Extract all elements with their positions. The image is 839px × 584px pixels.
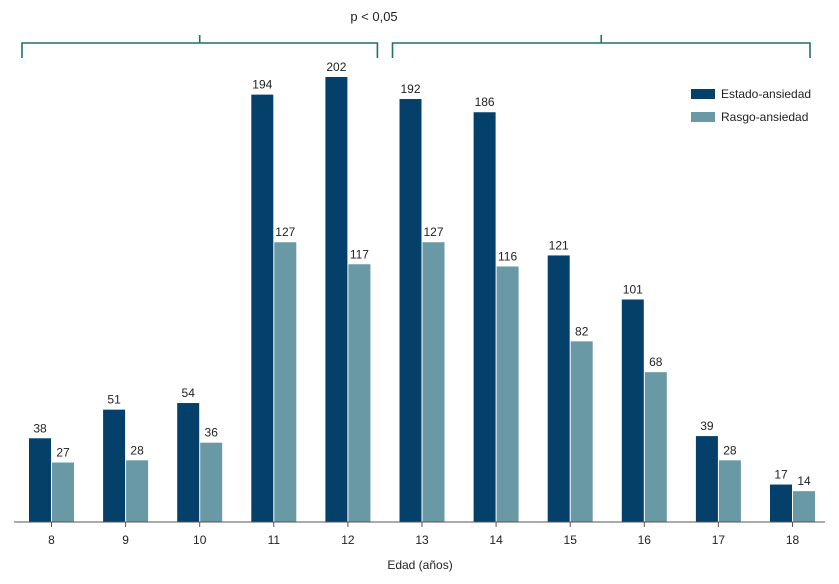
value-label-estado-9: 51	[107, 393, 121, 407]
bar-estado-12	[325, 77, 348, 522]
x-tick-label-10: 10	[193, 533, 207, 547]
value-label-rasgo-8: 27	[56, 446, 70, 460]
significance-annotation: p < 0,05	[350, 9, 397, 24]
x-tick-label-16: 16	[638, 533, 652, 547]
bar-estado-13	[399, 99, 422, 523]
bar-rasgo-17	[718, 460, 741, 522]
x-tick-label-12: 12	[341, 533, 355, 547]
bar-estado-8	[29, 438, 51, 522]
value-label-estado-16: 101	[623, 283, 643, 297]
bar-rasgo-12	[348, 264, 371, 522]
x-tick-label-8: 8	[48, 533, 55, 547]
value-label-rasgo-14: 116	[498, 249, 517, 263]
x-tick-label-17: 17	[712, 533, 726, 547]
value-label-estado-15: 121	[549, 238, 569, 252]
legend-label-rasgo: Rasgo-ansiedad	[721, 110, 808, 124]
value-label-rasgo-13: 127	[423, 225, 443, 239]
value-label-rasgo-15: 82	[575, 324, 589, 338]
significance-brackets	[21, 35, 811, 58]
x-tick-label-18: 18	[786, 533, 800, 547]
bar-estado-16	[621, 299, 644, 522]
value-label-rasgo-9: 28	[130, 443, 144, 457]
value-label-rasgo-11: 127	[275, 225, 295, 239]
bar-estado-17	[695, 436, 718, 522]
bar-rasgo-13	[422, 242, 445, 522]
legend: Estado-ansiedad Rasgo-ansiedad	[691, 87, 811, 124]
bar-estado-11	[251, 94, 274, 522]
value-label-rasgo-17: 28	[723, 443, 737, 457]
significance-bracket-1	[21, 35, 379, 58]
value-label-rasgo-16: 68	[649, 355, 663, 369]
x-tick-label-13: 13	[415, 533, 429, 547]
bar-estado-18	[770, 484, 792, 522]
bar-rasgo-8	[52, 462, 74, 522]
value-label-rasgo-18: 14	[797, 474, 811, 488]
bar-estado-14	[473, 112, 496, 522]
bar-rasgo-18	[793, 491, 815, 522]
bar-estado-10	[177, 403, 200, 522]
x-tick-label-9: 9	[122, 533, 129, 547]
bar-rasgo-15	[570, 341, 593, 522]
value-label-rasgo-10: 36	[205, 426, 219, 440]
bar-rasgo-16	[644, 372, 667, 522]
x-axis-label: Edad (años)	[387, 558, 452, 572]
bar-estado-15	[547, 255, 570, 522]
legend-swatch-estado	[691, 89, 715, 99]
value-label-estado-18: 17	[774, 468, 788, 482]
value-label-estado-11: 194	[252, 78, 272, 92]
significance-bracket-2	[391, 35, 811, 58]
value-label-estado-12: 202	[326, 60, 346, 74]
bar-rasgo-10	[200, 442, 223, 522]
bar-rasgo-11	[274, 242, 297, 522]
bar-rasgo-14	[496, 266, 519, 522]
legend-swatch-rasgo	[691, 112, 715, 122]
bars-group	[29, 77, 815, 523]
x-tick-label-14: 14	[489, 533, 503, 547]
value-label-estado-14: 186	[475, 95, 495, 109]
value-label-rasgo-12: 117	[350, 247, 369, 261]
x-tick-label-15: 15	[564, 533, 578, 547]
value-label-estado-17: 39	[700, 419, 714, 433]
legend-label-estado: Estado-ansiedad	[721, 87, 811, 101]
value-label-estado-13: 192	[400, 82, 420, 96]
x-ticks-group: 8 9 10 11 12 13 14 15 16 17 18	[48, 522, 799, 547]
x-tick-label-11: 11	[268, 533, 281, 547]
value-labels-group: 38 27 51 28 54 36 194 127 202 117 192 127 186 116 121 8…	[33, 60, 811, 488]
bar-rasgo-9	[126, 460, 149, 522]
value-label-estado-10: 54	[182, 386, 196, 400]
value-label-estado-8: 38	[33, 421, 47, 435]
bar-estado-9	[103, 409, 126, 522]
